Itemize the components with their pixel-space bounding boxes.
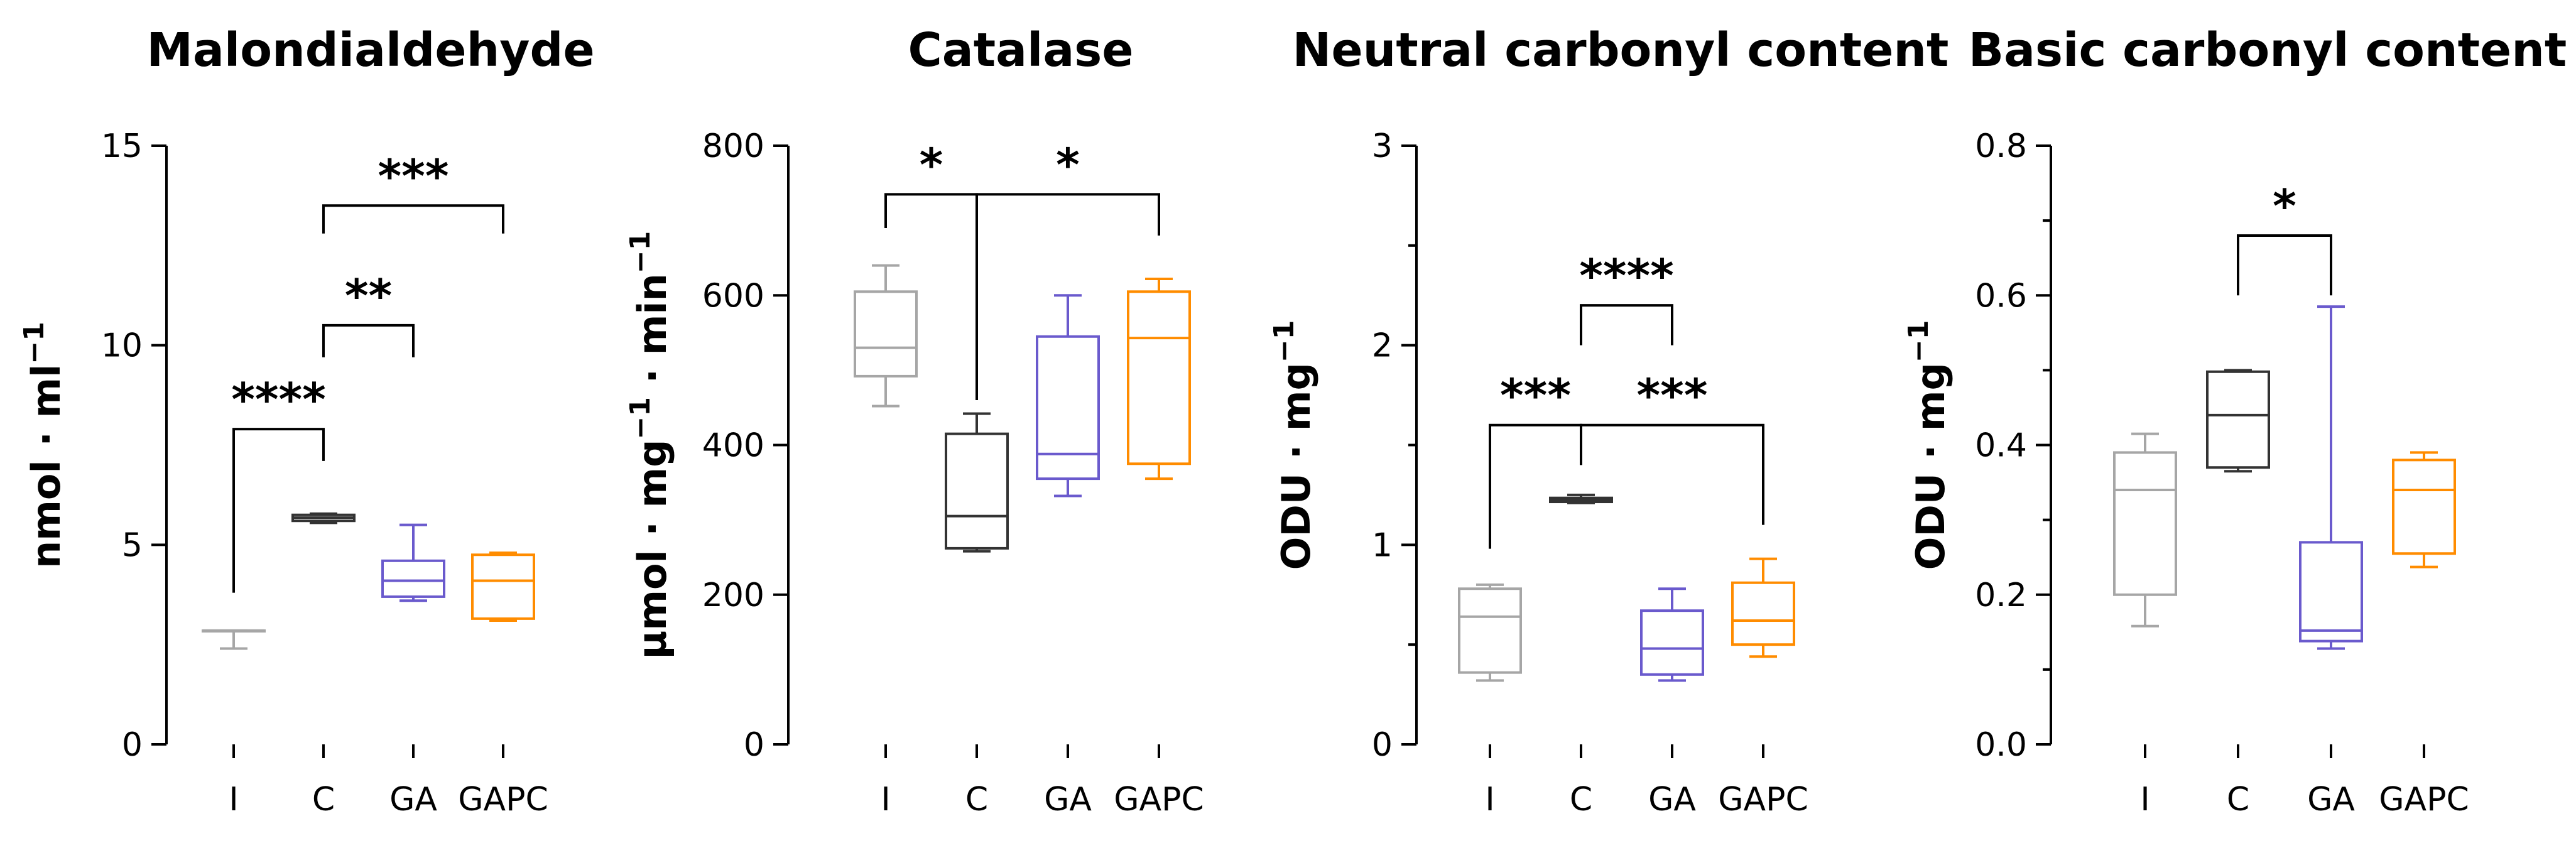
panel-3-significance-bracket-1 [1580, 423, 1764, 525]
panel-3-box-i [1458, 587, 1522, 674]
panel-2-ytick-label-4: 800 [702, 128, 764, 165]
panel-3-significance-bracket-0 [1489, 423, 1582, 549]
panel-3-significance-label-0: *** [1500, 369, 1571, 422]
panel-1-box-gapc [471, 553, 535, 620]
panel-3-significance-bracket-2 [1580, 304, 1673, 345]
panel-3-xtick-label-gapc: GAPC [1718, 781, 1808, 818]
panel-3-significance-label-1: *** [1637, 369, 1708, 422]
panel-1-box-ga [381, 559, 445, 598]
panel-1-ytick-label-1: 5 [122, 526, 143, 564]
panel-2-ylabel: µmol · mg−1 · min−1 [624, 231, 675, 659]
panel-4-box-gapc [2392, 459, 2456, 555]
panel-4-ylabel: ODU · mg−1 [1903, 320, 1954, 570]
panel-4-ytick-label-4: 0.8 [1975, 128, 2027, 165]
panel-4-box-ga [2299, 541, 2363, 643]
panel-3-ylabel: ODU · mg−1 [1268, 320, 1319, 570]
panel-4-ytick-label-2: 0.4 [1975, 427, 2027, 465]
panel-3-ytick-label-0: 0 [1372, 726, 1393, 764]
panel-2-xtick-label-ga: GA [1044, 781, 1092, 818]
panel-1-significance-label-1: ** [345, 269, 392, 322]
panel-2-box-ga [1036, 335, 1100, 481]
panel-4-ytick-label-1: 0.2 [1975, 577, 2027, 614]
panel-1-significance-label-2: *** [378, 149, 449, 202]
panel-2-ytick-label-2: 400 [702, 427, 764, 465]
panel-4-box-i [2113, 451, 2177, 596]
panel-1-ytick-label-2: 10 [101, 327, 143, 365]
panel-1-significance-bracket-0 [232, 428, 325, 593]
panel-4-significance-label-0: * [2273, 180, 2296, 232]
panel-4-title: Basic carbonyl content [1969, 23, 2567, 77]
panel-3-xtick-label-ga: GA [1648, 781, 1696, 818]
panel-1-xtick-label-ga: GA [389, 781, 437, 818]
panel-2-xtick-label-gapc: GAPC [1114, 781, 1204, 818]
panel-2-box-i [854, 290, 918, 378]
panel-3-title: Neutral carbonyl content [1293, 23, 1949, 77]
panel-4-ytick-label-0: 0.0 [1975, 726, 2027, 764]
panel-4-significance-bracket-0 [2237, 234, 2332, 296]
panel-4-ytick-label-3: 0.6 [1975, 277, 2027, 315]
panel-4-xtick-label-i: I [2140, 781, 2149, 818]
panel-2-xtick-label-c: C [965, 781, 988, 818]
panel-1-ytick-label-0: 0 [122, 726, 143, 764]
panel-1-title: Malondialdehyde [146, 23, 594, 77]
panel-2-title: Catalase [908, 23, 1133, 77]
panel-2-significance-bracket-0 [884, 193, 978, 401]
panel-1-xtick-label-c: C [312, 781, 335, 818]
panel-2-xtick-label-i: I [881, 781, 890, 818]
panel-1-xtick-label-i: I [229, 781, 238, 818]
panel-2-box-gapc [1127, 290, 1191, 465]
panel-4-xtick-label-gapc: GAPC [2379, 781, 2469, 818]
panel-1-significance-bracket-2 [322, 204, 504, 234]
panel-2-ytick-label-3: 600 [702, 277, 764, 315]
panel-1-ytick-label-3: 15 [101, 128, 143, 165]
panel-4-box-c [2206, 370, 2270, 469]
panel-3-box-gapc [1731, 581, 1795, 646]
panel-1-xtick-label-gapc: GAPC [458, 781, 548, 818]
panel-3-ytick-label-1: 1 [1372, 526, 1393, 564]
panel-2-ytick-label-0: 0 [744, 726, 764, 764]
panel-1-ylabel: nmol · ml−1 [18, 322, 69, 568]
panel-3-xtick-label-c: C [1570, 781, 1592, 818]
panel-2-significance-label-1: * [1056, 138, 1080, 191]
panel-2-box-c [945, 432, 1009, 550]
panel-1-significance-label-0: **** [231, 373, 326, 426]
panel-4-xtick-label-ga: GA [2307, 781, 2355, 818]
panel-3-significance-label-2: **** [1579, 249, 1674, 302]
panel-4-xtick-label-c: C [2227, 781, 2249, 818]
panel-2-significance-bracket-1 [976, 193, 1160, 401]
panel-3-ytick-label-3: 3 [1372, 128, 1393, 165]
panel-3-xtick-label-i: I [1485, 781, 1494, 818]
panel-1-significance-bracket-1 [322, 323, 415, 357]
panel-3-ytick-label-2: 2 [1372, 327, 1393, 365]
panel-2-significance-label-0: * [920, 138, 943, 191]
panel-2-ytick-label-1: 200 [702, 577, 764, 614]
panel-3-box-ga [1640, 609, 1704, 676]
